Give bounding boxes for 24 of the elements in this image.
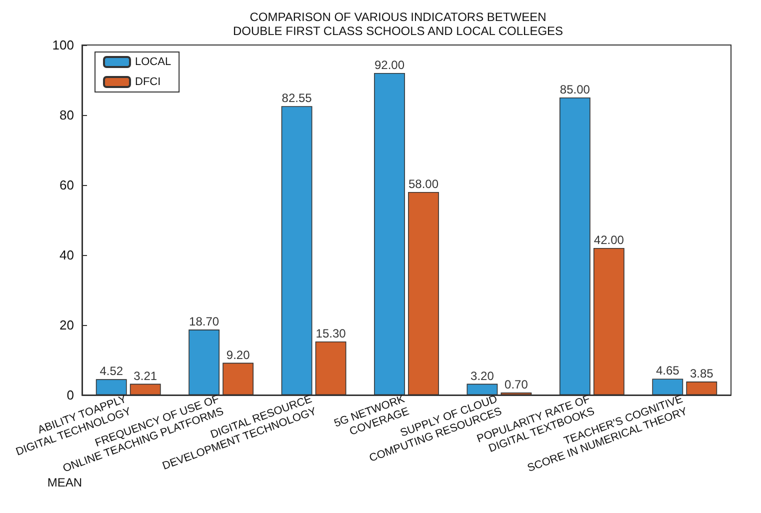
y-axis-title: MEAN — [47, 475, 82, 490]
chart-title: COMPARISON OF VARIOUS INDICATORS BETWEEN DOUBLE FIRST CLASS SCHOOLS AND LOCAL COLLEGES — [232, 10, 564, 38]
text: 58.00 — [408, 177, 439, 191]
y-tick-label: 20 — [60, 318, 74, 332]
y-tick-label: 60 — [60, 178, 74, 192]
text: 15.30 — [316, 326, 346, 340]
text: 4.52 — [100, 364, 124, 378]
text: 3.20 — [470, 368, 494, 383]
y-tick-label: 40 — [60, 248, 74, 262]
text: 3.21 — [134, 368, 158, 383]
text: 4.65 — [656, 364, 680, 378]
legend-label: DFCI — [135, 76, 161, 88]
text: 3.85 — [690, 366, 714, 381]
y-tick-label: 80 — [60, 108, 74, 122]
text: 82.55 — [282, 91, 312, 106]
text: 0.70 — [504, 378, 528, 392]
legend-label: LOCAL — [135, 56, 172, 68]
y-tick-label: 100 — [52, 38, 74, 52]
text: 85.00 — [560, 82, 590, 96]
text: 9.20 — [226, 348, 250, 362]
y-tick-label: 0 — [66, 388, 74, 402]
text: 92.00 — [374, 58, 405, 72]
text: 18.70 — [189, 314, 220, 329]
text: 42.00 — [594, 233, 624, 247]
